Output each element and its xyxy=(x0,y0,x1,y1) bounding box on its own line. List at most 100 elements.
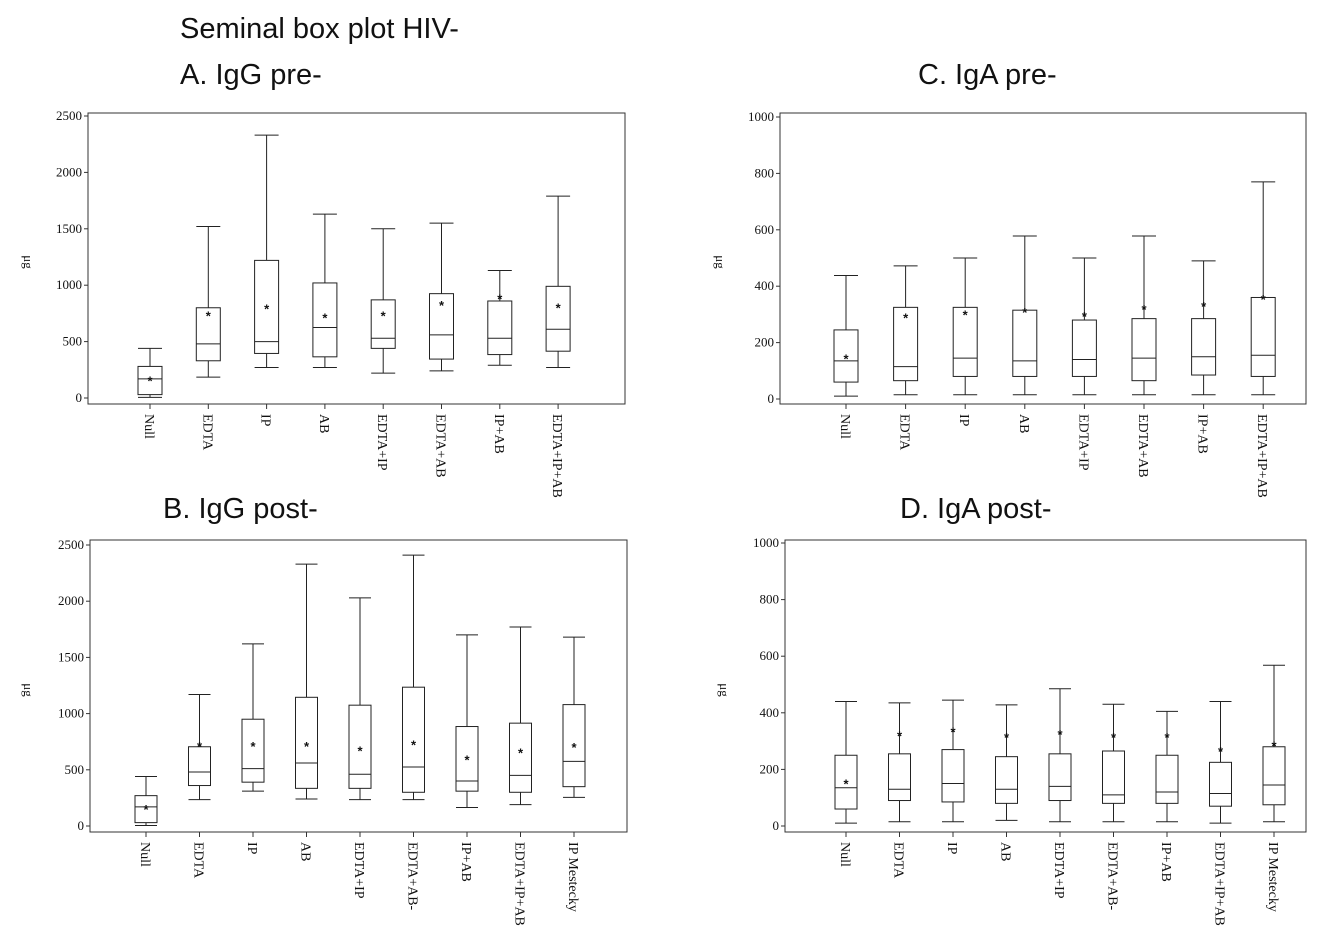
y-tick-label: 1000 xyxy=(753,535,779,550)
mean-marker: * xyxy=(197,739,203,754)
iqr-box xyxy=(295,696,318,789)
box-7: * IP+AB xyxy=(1191,260,1217,454)
x-tick-label: EDTA+IP xyxy=(1075,414,1090,471)
iqr-box xyxy=(1131,318,1157,382)
mean-marker: * xyxy=(1164,730,1170,745)
box-3: * IP xyxy=(254,134,280,427)
chart-title: C. IgA pre- xyxy=(918,59,1057,91)
plot-frame xyxy=(779,112,1307,405)
iqr-box xyxy=(455,726,479,792)
x-tick-label: Null xyxy=(137,842,152,867)
iqr-box xyxy=(402,686,425,793)
x-tick-label: EDTA+IP xyxy=(374,414,389,471)
y-tick-label: 600 xyxy=(760,648,780,663)
box-5: * EDTA+IP xyxy=(370,228,396,471)
mean-marker: * xyxy=(381,308,387,323)
box-8: * EDTA+IP+AB xyxy=(545,195,571,498)
x-tick-label: EDTA+IP+AB xyxy=(1212,842,1227,926)
iqr-box xyxy=(1250,296,1276,377)
box-1: * Null xyxy=(834,700,858,867)
mean-marker: * xyxy=(518,746,524,761)
x-tick-label: AB xyxy=(998,842,1013,861)
box-8: * EDTA+IP+AB xyxy=(1209,700,1232,926)
y-tick-label: 0 xyxy=(76,390,83,405)
x-tick-label: EDTA+AB- xyxy=(1105,842,1120,911)
iqr-box xyxy=(834,754,858,810)
mean-marker: * xyxy=(843,351,849,366)
mean-marker: * xyxy=(411,738,417,753)
iqr-box xyxy=(1262,746,1286,806)
chart-title: B. IgG post- xyxy=(163,493,318,525)
chart-panel-4: D. IgA post-μg 0 200 400 600 800 1000 * Null * EDT… xyxy=(717,493,1307,926)
mean-marker: * xyxy=(143,802,149,817)
chart-panel-1: A. IgG pre-μg 0 500 1000 1500 2000 2500 * Null * E… xyxy=(21,59,626,498)
y-tick-label: 1000 xyxy=(56,277,82,292)
mean-marker: * xyxy=(147,374,153,389)
chart-panel-2: B. IgG post-μg05001000150020002500*Null*… xyxy=(21,493,628,926)
iqr-box xyxy=(1102,750,1125,804)
box-2: * EDTA xyxy=(195,226,221,451)
x-tick-label: EDTA+IP+AB xyxy=(549,414,564,498)
y-tick-label: 2500 xyxy=(56,108,82,123)
iqr-box xyxy=(134,795,158,824)
mean-marker: * xyxy=(322,311,328,326)
x-tick-label: IP+AB xyxy=(458,842,473,882)
y-tick-label: 1500 xyxy=(58,649,84,664)
y-tick-label: 1500 xyxy=(56,221,82,236)
iqr-box xyxy=(941,749,965,803)
y-axis-label: μg xyxy=(717,683,732,697)
iqr-box xyxy=(188,746,211,787)
x-tick-label: EDTA+IP+AB xyxy=(1254,414,1269,498)
mean-marker: * xyxy=(439,298,445,313)
y-tick-label: 500 xyxy=(63,334,83,349)
x-tick-label: IP+AB xyxy=(1158,842,1173,882)
box-6: * EDTA+AB xyxy=(429,222,454,478)
box-1: * Null xyxy=(833,274,859,439)
iqr-box xyxy=(1012,309,1038,377)
mean-marker: * xyxy=(1082,309,1088,324)
box-9: * IP Mestecky xyxy=(562,636,586,912)
box-4: * AB xyxy=(995,704,1018,861)
box-6: * EDTA+AB- xyxy=(1102,703,1125,911)
x-tick-label: EDTA+AB- xyxy=(405,842,420,911)
mean-marker: * xyxy=(950,724,956,739)
y-axis-label: μg xyxy=(713,255,728,269)
mean-marker: * xyxy=(556,300,562,315)
x-tick-label: EDTA xyxy=(891,842,906,879)
mean-marker: * xyxy=(250,739,256,754)
iqr-box xyxy=(137,365,163,396)
iqr-box xyxy=(893,306,919,382)
mean-marker: * xyxy=(357,743,363,758)
x-tick-label: IP+AB xyxy=(1195,414,1210,454)
iqr-box xyxy=(1191,318,1217,376)
box-3: * IP xyxy=(941,699,965,855)
iqr-box xyxy=(545,285,571,352)
x-tick-label: EDTA xyxy=(897,414,912,451)
y-tick-label: 0 xyxy=(773,818,780,833)
box-7: * IP+AB xyxy=(455,634,479,882)
mean-marker: * xyxy=(264,302,270,317)
y-tick-label: 500 xyxy=(65,762,85,777)
mean-marker: * xyxy=(304,739,310,754)
iqr-box xyxy=(888,753,911,802)
box-9: * IP Mestecky xyxy=(1262,664,1286,912)
figure-title: Seminal box plot HIV- xyxy=(180,13,459,45)
x-tick-label: AB xyxy=(316,414,331,433)
y-tick-label: 400 xyxy=(760,705,780,720)
chart-title: A. IgG pre- xyxy=(180,59,322,91)
y-axis-label: μg xyxy=(21,255,36,269)
box-8: * EDTA+IP+AB xyxy=(1250,181,1276,498)
x-tick-label: Null xyxy=(141,414,156,439)
box-4: * AB xyxy=(295,563,318,861)
box-2: * EDTA xyxy=(188,693,211,879)
mean-marker: * xyxy=(1271,739,1277,754)
box-3: * IP xyxy=(241,643,265,855)
box-5: * EDTA+IP xyxy=(1071,257,1097,471)
y-axis-label: μg xyxy=(21,683,36,697)
mean-marker: * xyxy=(903,310,909,325)
y-tick-label: 200 xyxy=(755,335,775,350)
mean-marker: * xyxy=(1218,744,1224,759)
x-tick-label: IP xyxy=(956,414,971,427)
iqr-box xyxy=(254,259,280,354)
